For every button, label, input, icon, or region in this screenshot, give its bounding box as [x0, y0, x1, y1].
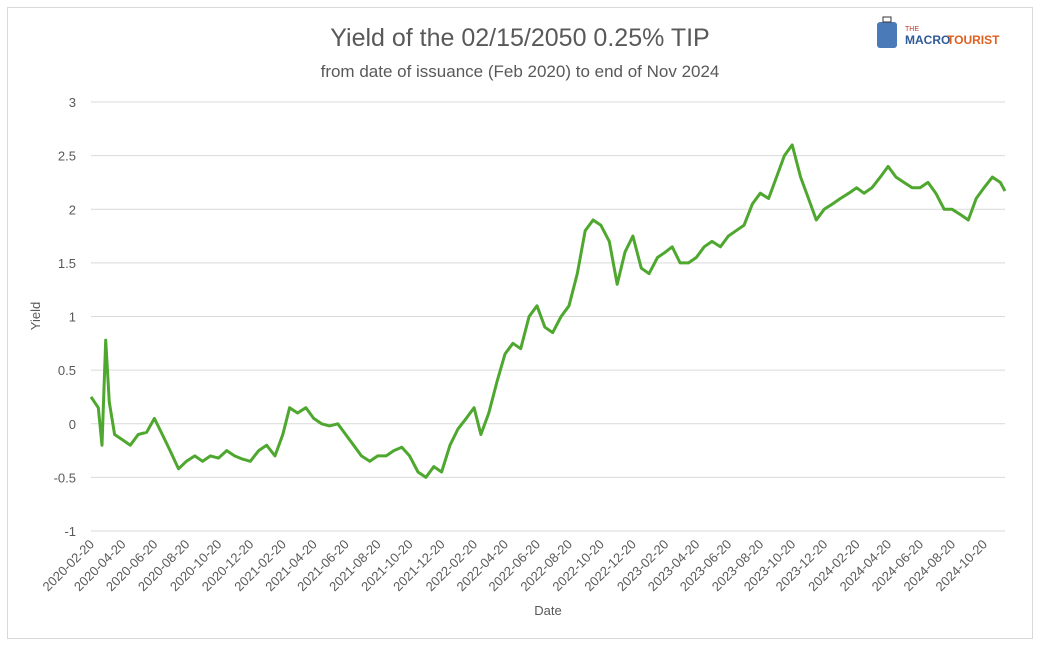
y-tick-label: 2.5: [58, 149, 76, 164]
y-tick-label: -1: [64, 524, 76, 539]
chart-subtitle: from date of issuance (Feb 2020) to end …: [321, 62, 720, 81]
logo-brand: MACRO: [905, 33, 950, 47]
y-tick-label: 2: [69, 202, 76, 217]
y-tick-label: 3: [69, 95, 76, 110]
chart-title: Yield of the 02/15/2050 0.25% TIP: [330, 24, 709, 52]
data-line: [89, 143, 1007, 479]
logo-small: THE: [905, 26, 919, 33]
logo-handle: [882, 16, 892, 23]
y-tick-label: 1.5: [58, 256, 76, 271]
logo-icon: [877, 22, 897, 48]
logo-brand2: TOURIST: [947, 33, 1000, 47]
x-axis-label: Date: [534, 603, 561, 618]
y-tick-label: 1: [69, 310, 76, 325]
y-tick-label: 0.5: [58, 363, 76, 378]
chart-border: [7, 7, 1033, 639]
y-axis-label: Yield: [28, 302, 43, 330]
y-tick-label: 0: [69, 417, 76, 432]
y-tick-label: -0.5: [54, 470, 76, 485]
logo: THE MACRO TOURIST: [877, 16, 1000, 48]
